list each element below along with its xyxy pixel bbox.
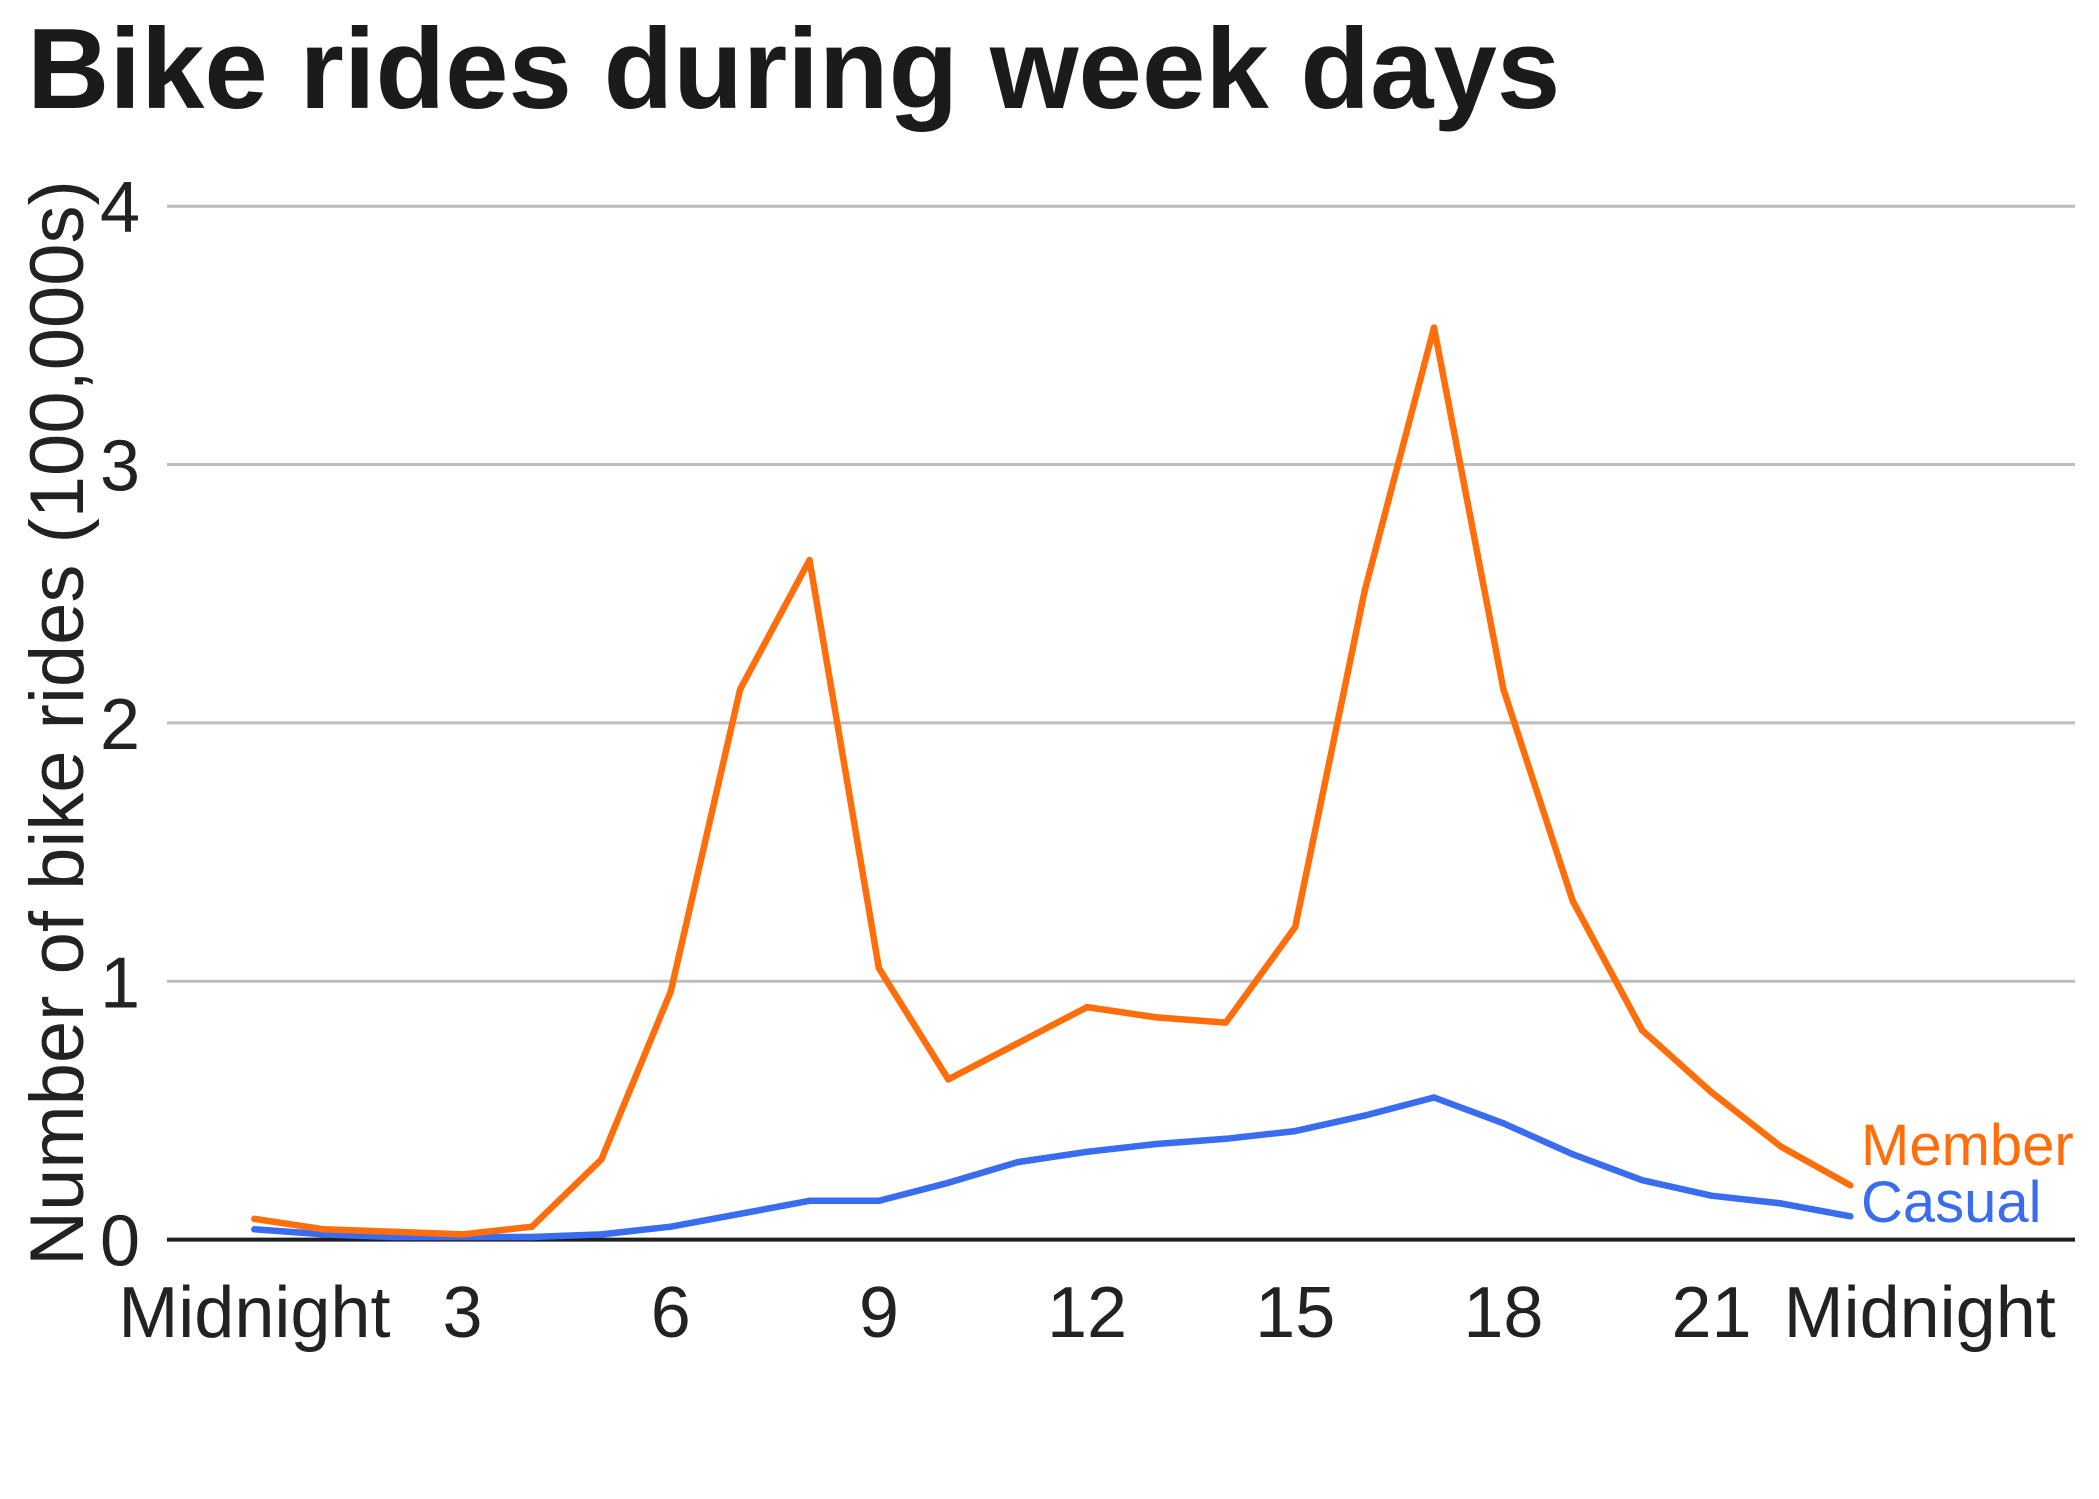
member-point bbox=[875, 965, 883, 972]
member-line bbox=[251, 324, 1854, 1238]
member-point bbox=[667, 988, 674, 995]
casual-point bbox=[1222, 1135, 1230, 1143]
member-point bbox=[945, 1076, 952, 1083]
member-point bbox=[528, 1223, 536, 1230]
x-tick-label: 12 bbox=[1047, 1273, 1127, 1353]
member-point bbox=[1500, 686, 1507, 693]
casual-point bbox=[251, 1226, 258, 1233]
casual-point bbox=[598, 1231, 605, 1238]
member-point bbox=[806, 556, 813, 564]
casual-point bbox=[1708, 1192, 1715, 1199]
member-point bbox=[389, 1228, 397, 1236]
x-tick-label: Midnight bbox=[1784, 1273, 2056, 1353]
casual-point bbox=[945, 1179, 952, 1187]
member-point bbox=[598, 1156, 605, 1163]
casual-point bbox=[389, 1233, 397, 1241]
series-lines bbox=[251, 324, 1854, 1241]
member-point bbox=[1847, 1182, 1854, 1189]
x-tick-label: 3 bbox=[443, 1273, 483, 1353]
casual-point bbox=[736, 1210, 744, 1218]
x-tick-label: 18 bbox=[1463, 1273, 1543, 1353]
casual-point bbox=[320, 1231, 328, 1238]
series-label-casual: Casual bbox=[1861, 1170, 2042, 1235]
y-tick-label: 1 bbox=[100, 943, 140, 1023]
x-tick-label: 9 bbox=[859, 1273, 899, 1353]
casual-point bbox=[806, 1197, 813, 1205]
casual-point bbox=[1291, 1127, 1299, 1135]
member-point bbox=[1222, 1019, 1230, 1026]
casual-point bbox=[667, 1223, 674, 1230]
casual-point bbox=[528, 1233, 536, 1241]
x-tick-label: 6 bbox=[651, 1273, 691, 1353]
casual-point bbox=[875, 1197, 883, 1205]
casual-point bbox=[1014, 1158, 1021, 1166]
casual-point bbox=[1361, 1112, 1368, 1119]
casual-point bbox=[1153, 1140, 1160, 1148]
casual-point bbox=[1638, 1176, 1646, 1184]
casual-series bbox=[251, 1094, 1854, 1241]
casual-line bbox=[251, 1094, 1854, 1241]
member-point bbox=[1014, 1040, 1021, 1047]
x-axis-ticks: Midnight 3 6 9 12 15 18 21 Midnight bbox=[118, 1273, 2055, 1353]
member-point bbox=[1361, 587, 1368, 595]
member-point bbox=[1291, 923, 1299, 931]
y-tick-label: 3 bbox=[100, 427, 140, 507]
x-tick-label: 15 bbox=[1255, 1273, 1335, 1353]
casual-point bbox=[1569, 1151, 1577, 1158]
series-label-member: Member bbox=[1861, 1113, 2074, 1178]
y-tick-label: 0 bbox=[100, 1202, 140, 1282]
y-axis-ticks: 0 1 2 3 4 bbox=[100, 168, 140, 1281]
casual-point bbox=[1083, 1148, 1091, 1156]
member-series bbox=[251, 324, 1854, 1238]
member-point bbox=[1569, 897, 1577, 905]
x-tick-label: 21 bbox=[1671, 1273, 1751, 1353]
member-point bbox=[459, 1231, 466, 1238]
casual-point bbox=[1777, 1200, 1785, 1207]
chart-title: Bike rides during week days bbox=[27, 6, 1560, 133]
member-point bbox=[251, 1215, 258, 1223]
gridlines bbox=[167, 204, 2075, 983]
casual-point bbox=[1847, 1213, 1854, 1220]
member-point bbox=[1708, 1089, 1715, 1096]
x-tick-label: Midnight bbox=[118, 1273, 390, 1353]
member-point bbox=[1777, 1143, 1785, 1150]
casual-point bbox=[1430, 1094, 1438, 1101]
y-tick-label: 2 bbox=[100, 685, 140, 765]
member-point bbox=[1153, 1014, 1160, 1021]
member-point bbox=[1638, 1027, 1646, 1034]
member-point bbox=[1430, 324, 1438, 331]
y-tick-label: 4 bbox=[100, 168, 140, 248]
member-point bbox=[736, 686, 744, 693]
member-point bbox=[320, 1226, 328, 1233]
y-axis-title: Number of bike rides (100,000s) bbox=[15, 180, 100, 1266]
series-labels: Member Casual bbox=[1861, 1113, 2074, 1235]
member-point bbox=[1083, 1003, 1091, 1011]
casual-point bbox=[1500, 1120, 1507, 1127]
